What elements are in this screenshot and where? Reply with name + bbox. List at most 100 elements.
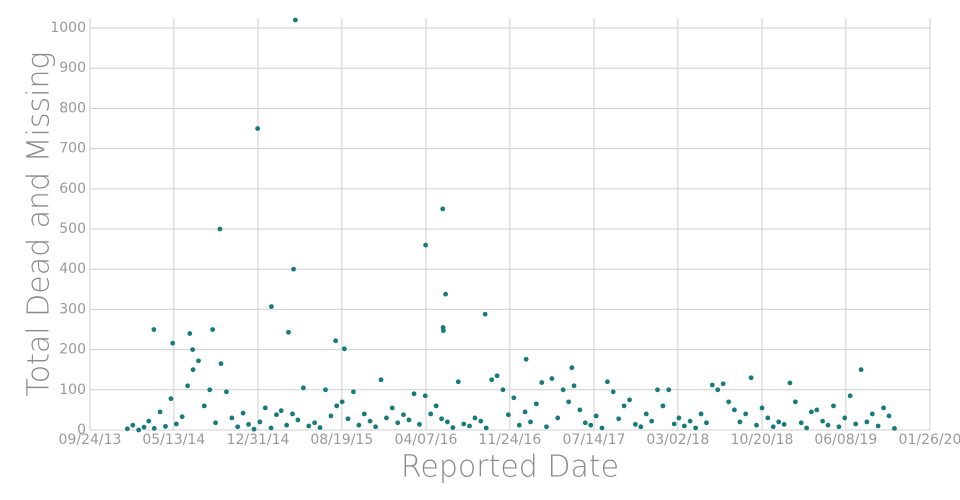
point: [483, 425, 489, 431]
point: [523, 356, 529, 362]
point: [306, 423, 312, 429]
point: [588, 422, 594, 428]
point: [136, 427, 142, 433]
point: [196, 358, 201, 364]
point: [328, 413, 334, 419]
point: [754, 422, 759, 428]
point: [549, 376, 555, 381]
y-axis-title: Total Dead and Missing: [22, 52, 57, 397]
point: [610, 389, 616, 395]
point: [569, 365, 575, 371]
point: [467, 423, 472, 429]
point: [472, 415, 478, 421]
point: [748, 375, 754, 381]
point: [433, 403, 439, 409]
point: [726, 399, 732, 405]
x-tick-label: 07/14/17: [563, 432, 626, 448]
point: [511, 395, 517, 401]
y-tick-label: 400: [59, 261, 86, 277]
point: [389, 405, 395, 411]
point: [869, 411, 875, 417]
point: [743, 411, 749, 417]
point: [284, 422, 290, 428]
x-tick-label: 03/02/18: [646, 432, 709, 448]
y-tick-label: 700: [59, 141, 86, 157]
point: [505, 412, 511, 418]
point: [124, 426, 130, 432]
point: [770, 424, 776, 430]
point: [173, 421, 179, 427]
point: [151, 425, 157, 431]
point: [141, 424, 147, 430]
point: [367, 418, 373, 424]
point: [836, 424, 842, 430]
point: [290, 411, 295, 417]
point: [450, 425, 456, 430]
x-tick-label: 06/08/19: [814, 432, 877, 448]
point: [698, 411, 704, 417]
point: [632, 421, 638, 427]
point: [157, 409, 163, 415]
point: [441, 328, 446, 334]
y-tick-label: 900: [59, 60, 86, 76]
point: [274, 412, 279, 418]
point: [278, 408, 284, 414]
point: [533, 401, 539, 407]
point: [804, 425, 810, 431]
point: [201, 403, 207, 409]
point: [179, 414, 185, 420]
point: [737, 419, 743, 425]
point: [776, 419, 782, 425]
point: [571, 383, 577, 389]
point: [605, 379, 610, 385]
point: [792, 399, 798, 405]
point: [440, 206, 446, 212]
y-tick-label: 0: [77, 422, 86, 438]
point: [163, 423, 168, 429]
point: [709, 382, 715, 388]
point: [384, 415, 389, 421]
point: [312, 420, 318, 426]
point: [333, 338, 339, 344]
point: [317, 425, 323, 430]
point: [395, 420, 401, 426]
point: [732, 407, 737, 413]
point: [693, 425, 698, 431]
point: [411, 391, 417, 397]
point: [781, 421, 787, 427]
point: [820, 418, 825, 424]
point: [146, 418, 152, 424]
point: [292, 17, 298, 23]
point: [240, 410, 246, 416]
x-tick-label: 08/19/15: [310, 432, 373, 448]
point: [345, 416, 351, 422]
point: [759, 405, 765, 411]
point: [875, 423, 881, 429]
point: [323, 387, 328, 393]
point: [291, 266, 296, 272]
point: [286, 329, 291, 335]
point: [489, 377, 495, 383]
point: [401, 412, 406, 418]
point: [886, 413, 892, 419]
point: [417, 421, 422, 427]
point: [262, 405, 268, 411]
point: [798, 420, 804, 426]
point: [881, 405, 886, 411]
point: [676, 415, 682, 421]
point: [627, 397, 632, 403]
y-tick-label: 500: [59, 221, 86, 237]
point: [439, 416, 445, 422]
point: [864, 419, 870, 425]
point: [544, 424, 549, 430]
point: [130, 422, 136, 428]
point: [720, 381, 726, 387]
point: [295, 417, 301, 423]
points-layer: [124, 17, 897, 433]
point: [217, 226, 223, 232]
point: [190, 347, 196, 353]
point: [842, 415, 848, 421]
point: [539, 380, 545, 385]
